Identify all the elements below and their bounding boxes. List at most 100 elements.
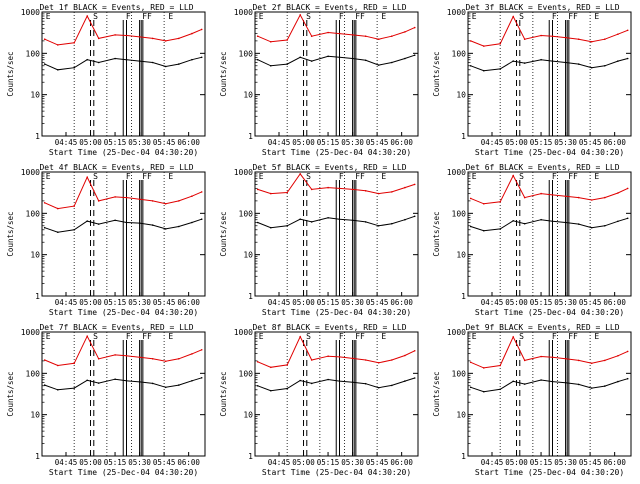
data-point-events <box>86 58 88 61</box>
data-point-lld <box>364 190 367 192</box>
data-point-lld <box>523 359 526 362</box>
data-point-lld <box>138 356 141 359</box>
x-tick-label: 04:45 <box>55 138 78 147</box>
data-point-lld <box>125 355 128 357</box>
y-axis-label: Counts/sec <box>6 211 15 256</box>
event-marker-label: E <box>594 332 599 341</box>
data-point-events <box>577 63 580 65</box>
data-point-events <box>351 219 354 222</box>
data-point-events <box>483 69 485 72</box>
data-point-lld <box>551 356 554 359</box>
data-point-events <box>483 390 485 393</box>
data-point-events <box>469 386 472 389</box>
data-point-lld <box>377 362 380 364</box>
data-point-lld <box>590 41 593 43</box>
x-tick-label: 05:30 <box>341 298 364 307</box>
event-marker-label: E <box>594 12 599 21</box>
data-point-lld <box>86 15 88 17</box>
x-tick-label: 04:45 <box>55 458 78 467</box>
data-point-events <box>114 219 116 222</box>
data-point-lld <box>626 29 629 32</box>
data-point-lld <box>577 196 580 199</box>
y-axis-label: Counts/sec <box>6 51 15 96</box>
data-point-lld <box>564 358 567 360</box>
event-marker-label: S <box>519 172 524 181</box>
data-point-lld <box>540 192 542 195</box>
y-tick-label: 10 <box>30 411 40 420</box>
x-tick-label: 06:00 <box>603 298 626 307</box>
data-point-lld <box>469 197 472 200</box>
data-point-events <box>310 382 313 385</box>
data-point-lld <box>413 350 416 352</box>
data-point-events <box>164 228 167 230</box>
data-point-lld <box>483 203 485 205</box>
x-tick-label: 05:00 <box>79 298 102 307</box>
x-tick-label: 05:15 <box>530 458 553 467</box>
x-axis-label: Start Time (25-Dec-04 04:30:20) <box>262 148 411 157</box>
data-point-events <box>299 56 302 59</box>
event-marker-label: E <box>381 12 386 21</box>
event-marker-label: S <box>519 12 524 21</box>
x-tick-label: 05:15 <box>317 298 340 307</box>
data-point-events <box>551 60 554 62</box>
data-point-events <box>523 383 526 385</box>
data-point-events <box>377 64 380 66</box>
x-tick-label: 05:15 <box>104 298 127 307</box>
data-point-lld <box>604 38 606 40</box>
data-point-lld <box>86 335 88 338</box>
y-tick-label: 1000 <box>234 168 253 177</box>
x-tick-label: 05:00 <box>292 298 315 307</box>
x-tick-label: 05:45 <box>579 138 602 147</box>
data-point-lld <box>73 362 75 365</box>
x-tick-label: 06:00 <box>390 298 413 307</box>
x-tick-label: 05:15 <box>530 298 553 307</box>
x-tick-label: 05:15 <box>317 458 340 467</box>
data-point-lld <box>391 359 393 361</box>
data-point-lld <box>299 173 302 175</box>
data-point-lld <box>270 192 272 195</box>
event-marker-label: E <box>168 332 173 341</box>
data-point-events <box>73 229 75 231</box>
data-point-lld <box>57 364 59 367</box>
x-tick-label: 05:00 <box>292 458 315 467</box>
x-axis-label: Start Time (25-Dec-04 04:30:20) <box>49 468 198 477</box>
data-point-events <box>351 57 354 60</box>
x-tick-label: 05:00 <box>79 138 102 147</box>
data-point-lld <box>413 183 416 186</box>
data-point-events <box>164 386 167 389</box>
data-point-lld <box>564 195 567 197</box>
y-tick-label: 1000 <box>21 168 40 177</box>
data-point-events <box>286 387 289 390</box>
x-tick-label: 06:00 <box>177 458 200 467</box>
data-point-events <box>626 57 629 60</box>
data-point-lld <box>286 364 289 366</box>
panel-title: Det 1f BLACK = Events, RED = LLD <box>39 3 193 12</box>
y-tick-label: 10 <box>243 411 253 420</box>
data-point-lld <box>256 188 259 191</box>
data-point-lld <box>604 196 606 199</box>
data-point-lld <box>97 358 100 360</box>
data-point-events <box>178 384 180 386</box>
data-point-events <box>590 66 593 69</box>
x-tick-label: 04:45 <box>268 458 291 467</box>
data-point-events <box>114 378 116 381</box>
data-point-events <box>604 65 606 67</box>
data-point-events <box>327 55 329 58</box>
data-point-events <box>499 68 502 70</box>
data-point-events <box>404 380 406 382</box>
y-tick-label: 100 <box>239 209 254 218</box>
data-point-lld <box>564 36 567 39</box>
panel-title: Det 8f BLACK = Events, RED = LLD <box>252 323 406 332</box>
data-point-events <box>626 377 629 380</box>
y-tick-label: 10 <box>243 91 253 100</box>
data-point-events <box>299 379 302 382</box>
data-point-events <box>86 220 88 222</box>
data-point-events <box>551 220 554 223</box>
y-axis-label: Counts/sec <box>219 371 228 416</box>
data-point-events <box>200 377 203 379</box>
data-point-events <box>310 221 313 223</box>
data-point-lld <box>73 42 75 44</box>
x-tick-label: 05:45 <box>579 298 602 307</box>
y-tick-label: 1 <box>248 132 253 141</box>
panel-title: Det 9f BLACK = Events, RED = LLD <box>465 323 619 332</box>
